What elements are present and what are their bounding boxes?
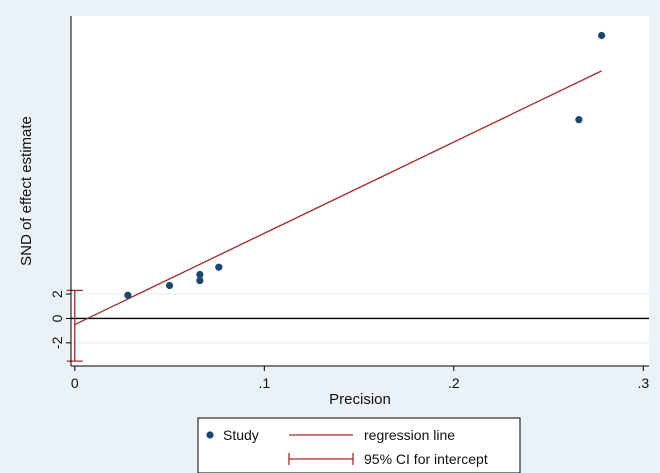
study-point-4 (215, 263, 223, 271)
grid (71, 293, 649, 344)
legend-ci-swatch (288, 453, 354, 465)
legend-ci-label: 95% CI for intercept (364, 451, 488, 467)
study-point-5 (575, 116, 583, 124)
x-axis-label: Precision (329, 391, 391, 408)
y-axis-label: SND of effect estimate (18, 116, 35, 266)
scatter-points (124, 31, 606, 299)
x-ticks: 0 .1 .2 .3 (71, 366, 649, 391)
legend-regression-label: regression line (364, 427, 455, 443)
x-tick-label-1: .1 (258, 375, 270, 391)
study-point-0 (124, 291, 132, 299)
plot-area (71, 16, 649, 366)
y-tick-label-0: -2 (49, 336, 65, 349)
y-tick-label-1: 0 (49, 314, 65, 322)
study-point-3 (196, 270, 204, 279)
x-tick-label-3: .3 (637, 375, 649, 391)
x-tick-label-2: .2 (448, 375, 460, 391)
legend-box (197, 417, 521, 473)
regression-line (74, 70, 602, 326)
y-ticks: -2 0 2 (49, 290, 71, 349)
y-tick-label-2: 2 (49, 290, 65, 298)
legend: Study regression line 95% CI for interce… (197, 417, 521, 473)
legend-study-marker (206, 431, 214, 439)
study-point-1 (165, 281, 174, 290)
ci-intercept-bar (66, 289, 83, 362)
legend-study-label: Study (223, 427, 259, 443)
x-tick-label-0: 0 (71, 375, 79, 391)
study-point-2 (196, 277, 204, 285)
study-point-6 (598, 31, 606, 40)
